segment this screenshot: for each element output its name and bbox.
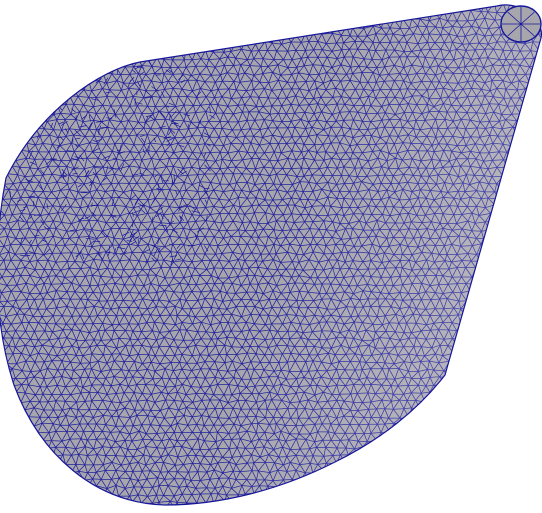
- cone-outline: [0, 4, 542, 506]
- cone-tip-cap: [500, 5, 542, 43]
- tip-cap-edges: [502, 7, 540, 41]
